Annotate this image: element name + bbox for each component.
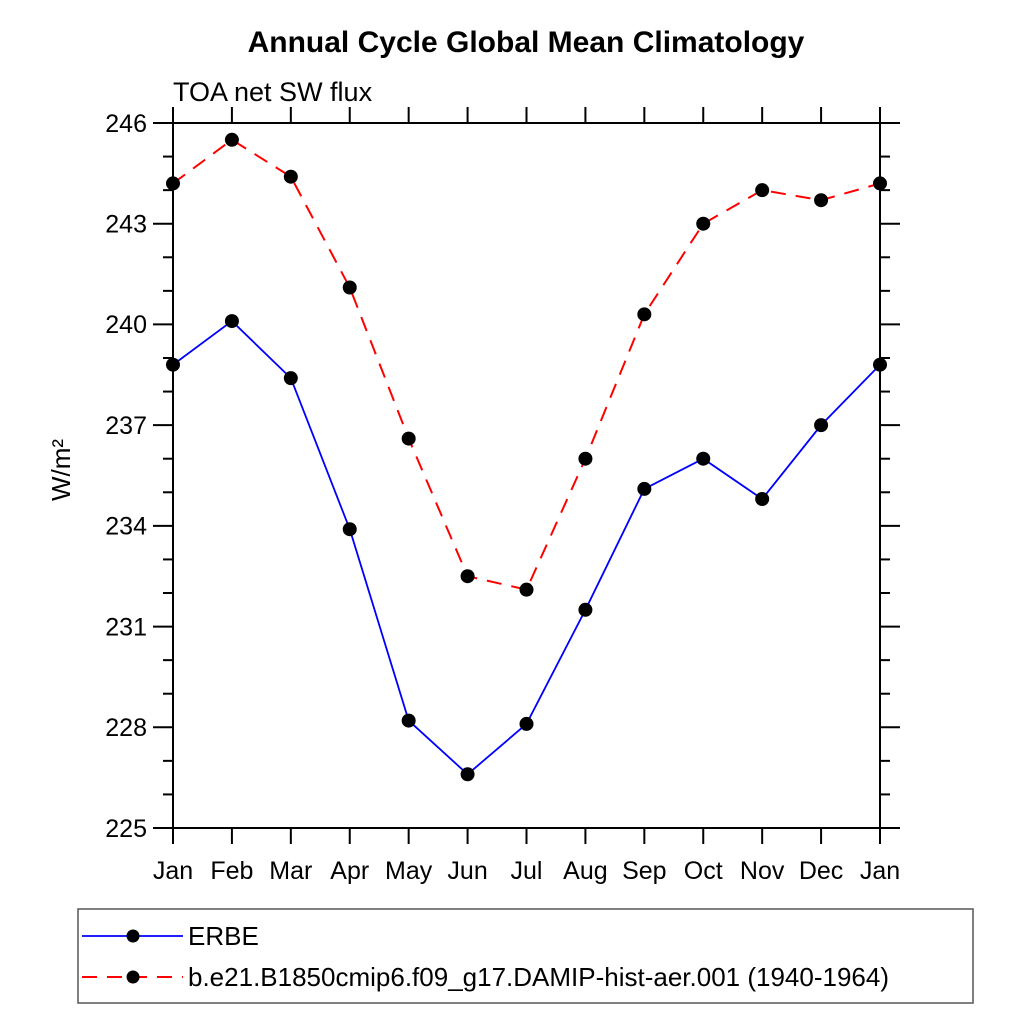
data-point-marker	[460, 767, 475, 782]
axis-ticks	[153, 107, 900, 844]
axis-tick-labels: 225 228 231 234 237 240 243 246 Jan Feb Mar Apr May J…	[105, 110, 900, 885]
data-point-marker	[519, 582, 534, 597]
legend-entry-model: b.e21.B1850cmip6.f09_g17.DAMIP-hist-aer.…	[82, 962, 889, 992]
data-point-marker	[224, 132, 239, 147]
legend-entry-erbe: ERBE	[82, 921, 259, 951]
data-point-marker	[460, 569, 475, 584]
legend-label-model: b.e21.B1850cmip6.f09_g17.DAMIP-hist-aer.…	[188, 962, 889, 992]
y-tick-label: 246	[105, 110, 147, 138]
data-point-marker	[578, 451, 593, 466]
x-tick-label: Feb	[210, 857, 253, 885]
data-point-marker	[814, 193, 829, 208]
plot-frame	[172, 122, 881, 829]
legend-label-erbe: ERBE	[188, 921, 259, 951]
y-tick-label: 243	[105, 210, 147, 238]
data-point-marker	[342, 280, 357, 295]
y-axis-label: W/m²	[46, 439, 76, 501]
data-point-marker	[873, 176, 887, 191]
x-tick-label: Apr	[330, 857, 369, 885]
data-point-marker	[283, 169, 298, 184]
legend-box	[77, 908, 974, 1004]
x-tick-label: Oct	[684, 857, 723, 885]
data-point-marker	[696, 216, 711, 231]
data-point-marker	[755, 492, 770, 506]
series-line-1	[172, 138, 881, 591]
x-tick-label: Aug	[563, 857, 607, 885]
data-point-marker	[637, 307, 652, 322]
y-tick-label: 225	[105, 815, 147, 843]
x-tick-label: Sep	[622, 857, 666, 885]
x-tick-label: Jul	[511, 857, 543, 885]
x-tick-label: Nov	[740, 857, 785, 885]
data-point-marker	[637, 481, 652, 496]
plot-border	[172, 122, 881, 829]
data-series	[166, 132, 887, 782]
data-point-marker	[873, 357, 887, 372]
data-point-marker	[342, 522, 357, 537]
chart-subtitle: TOA net SW flux	[173, 77, 373, 107]
x-tick-label: May	[385, 857, 433, 885]
y-tick-label: 237	[105, 412, 147, 440]
y-tick-label: 231	[105, 613, 147, 641]
legend: ERBE b.e21.B1850cmip6.f09_g17.DAMIP-hist…	[77, 908, 974, 1004]
data-point-marker	[283, 371, 298, 386]
data-point-marker	[578, 602, 593, 617]
x-tick-label: Jun	[447, 857, 487, 885]
data-point-marker	[166, 357, 180, 372]
series-line-0	[172, 319, 881, 776]
data-point-marker	[401, 713, 416, 728]
data-point-marker	[755, 183, 770, 198]
x-tick-label: Dec	[799, 857, 843, 885]
data-point-marker	[696, 451, 711, 466]
x-tick-label: Jan	[860, 857, 900, 885]
legend-marker-dot	[126, 970, 140, 984]
data-point-marker	[401, 431, 416, 446]
y-tick-label: 228	[105, 714, 147, 742]
legend-marker-dot	[126, 929, 140, 943]
x-tick-label: Jan	[153, 857, 193, 885]
data-point-marker	[166, 176, 180, 191]
data-point-marker	[519, 716, 534, 731]
y-tick-label: 234	[105, 513, 147, 541]
y-tick-label: 240	[105, 311, 147, 339]
chart-title: Annual Cycle Global Mean Climatology	[248, 26, 805, 59]
data-point-marker	[224, 314, 239, 329]
data-point-marker	[814, 418, 829, 433]
x-tick-label: Mar	[269, 857, 312, 885]
